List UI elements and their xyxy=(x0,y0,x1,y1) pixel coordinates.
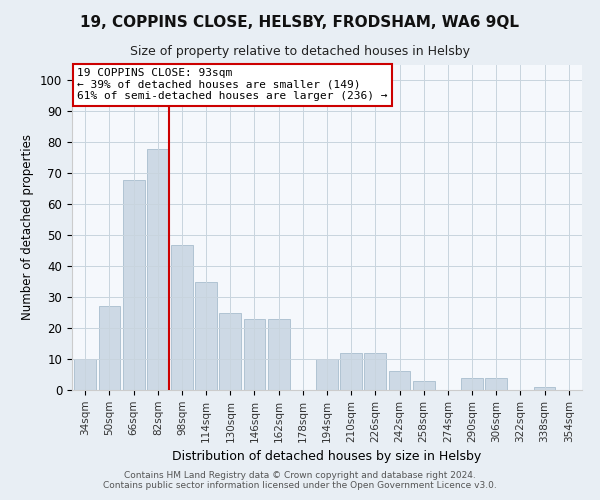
Text: Contains HM Land Registry data © Crown copyright and database right 2024.
Contai: Contains HM Land Registry data © Crown c… xyxy=(103,470,497,490)
Text: 19, COPPINS CLOSE, HELSBY, FRODSHAM, WA6 9QL: 19, COPPINS CLOSE, HELSBY, FRODSHAM, WA6… xyxy=(80,15,520,30)
Bar xyxy=(413,380,434,390)
Bar xyxy=(220,312,241,390)
Bar xyxy=(147,148,169,390)
Bar xyxy=(340,353,362,390)
Bar xyxy=(98,306,121,390)
Bar xyxy=(533,387,556,390)
Bar xyxy=(316,359,338,390)
Bar xyxy=(364,353,386,390)
Bar xyxy=(123,180,145,390)
Bar xyxy=(244,319,265,390)
Bar xyxy=(485,378,507,390)
Text: 19 COPPINS CLOSE: 93sqm
← 39% of detached houses are smaller (149)
61% of semi-d: 19 COPPINS CLOSE: 93sqm ← 39% of detache… xyxy=(77,68,388,102)
Text: Size of property relative to detached houses in Helsby: Size of property relative to detached ho… xyxy=(130,45,470,58)
Bar xyxy=(461,378,483,390)
Bar xyxy=(195,282,217,390)
Bar xyxy=(389,372,410,390)
Y-axis label: Number of detached properties: Number of detached properties xyxy=(22,134,34,320)
X-axis label: Distribution of detached houses by size in Helsby: Distribution of detached houses by size … xyxy=(172,450,482,463)
Bar xyxy=(74,359,96,390)
Bar xyxy=(268,319,290,390)
Bar xyxy=(171,244,193,390)
